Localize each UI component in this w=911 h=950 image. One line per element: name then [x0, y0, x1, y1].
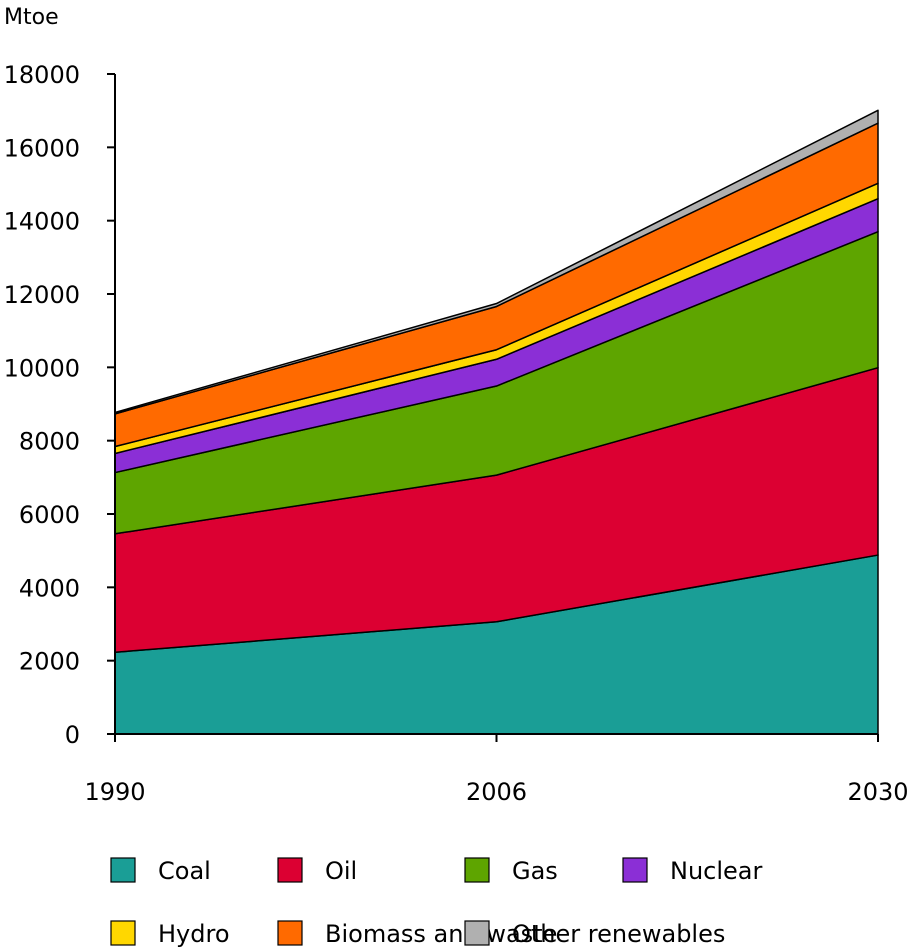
y-tick-label: 18000: [4, 61, 80, 89]
legend: Coal Oil Gas Nuclear Hydro Biomass and wasteO…: [110, 857, 763, 948]
y-tick-label: 4000: [19, 574, 80, 602]
legend-swatch: [464, 920, 490, 946]
legend-label: Coal: [158, 857, 211, 885]
y-tick-label: 2000: [19, 648, 80, 676]
axes: 0 2000 4000 6000 8000 10000 12000 14000 16000 180…: [4, 61, 909, 806]
legend-item-other-renewables: Other renewables: [464, 920, 725, 948]
y-tick-label: 12000: [4, 281, 80, 309]
legend-swatch: [277, 857, 303, 883]
legend-swatch: [110, 920, 136, 946]
legend-item-oil: Oil: [277, 857, 357, 885]
legend-label: Other renewables: [512, 920, 725, 948]
x-tick-label: 2030: [847, 778, 908, 806]
y-tick-label: 0: [65, 721, 80, 749]
y-tick-label: 16000: [4, 134, 80, 162]
x-tick-label: 2006: [466, 778, 527, 806]
legend-swatch: [277, 920, 303, 946]
y-tick-label: 10000: [4, 354, 80, 382]
area-layers: [114, 109, 879, 735]
y-tick-label: 14000: [4, 208, 80, 236]
legend-label: Oil: [325, 857, 357, 885]
legend-item-nuclear: Nuclear: [622, 857, 763, 885]
y-tick-label: 8000: [19, 428, 80, 456]
legend-label: Nuclear: [670, 857, 763, 885]
legend-item-gas: Gas: [464, 857, 558, 885]
legend-swatch: [110, 857, 136, 883]
legend-item-coal: Coal: [110, 857, 211, 885]
legend-swatch: [464, 857, 490, 883]
legend-item-hydro: Hydro: [110, 920, 230, 948]
legend-item-biomass-and-waste: Biomass and waste: [277, 920, 557, 948]
y-tick-label: 6000: [19, 501, 80, 529]
x-tick-label: 1990: [84, 778, 145, 806]
legend-label: Hydro: [158, 920, 230, 948]
legend-swatch: [622, 857, 648, 883]
legend-label: Gas: [512, 857, 558, 885]
legend-label: Biomass and waste: [325, 920, 557, 948]
y-axis-unit-label: Mtoe: [4, 5, 59, 30]
